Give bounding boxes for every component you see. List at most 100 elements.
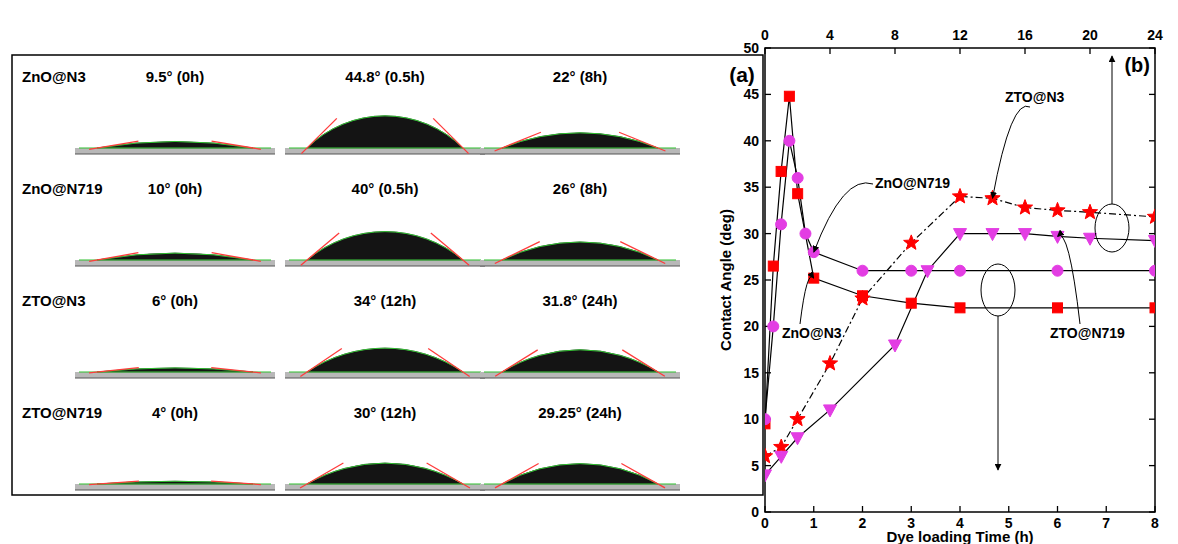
x2-tick <box>1024 48 1025 54</box>
x-tick-label: 6 <box>1054 515 1062 531</box>
x-tick <box>813 506 814 512</box>
y-tick <box>765 279 771 280</box>
series-line <box>765 96 1155 424</box>
droplet-fit <box>502 242 658 260</box>
droplet-fit <box>502 464 658 484</box>
marker <box>986 229 999 241</box>
series-label: ZnO@N3 <box>782 325 842 341</box>
droplet <box>502 464 658 484</box>
substrate-edge <box>285 490 485 491</box>
y-tick-label: 25 <box>743 272 759 288</box>
y-tick <box>765 187 771 188</box>
droplet-fit <box>307 463 463 484</box>
substrate-edge <box>75 154 275 155</box>
substrate-edge <box>75 378 275 379</box>
x2-tick <box>959 48 960 54</box>
series-label: ZTO@N719 <box>1050 325 1125 341</box>
substrate-edge <box>285 378 485 379</box>
droplet <box>307 116 463 148</box>
droplet <box>97 253 253 260</box>
substrate-edge <box>285 266 485 267</box>
y-tick-label: 0 <box>751 504 759 520</box>
droplet-fit <box>97 142 253 148</box>
marker <box>822 356 837 370</box>
tangent-line <box>89 253 138 262</box>
x2-tick-label: 12 <box>952 27 968 43</box>
marker <box>1147 209 1155 223</box>
substrate-edge <box>480 266 680 267</box>
droplet <box>502 242 658 260</box>
tangent-line <box>89 481 139 484</box>
baseline <box>289 483 481 484</box>
marker <box>1050 202 1065 216</box>
y-tick-right <box>1149 94 1155 95</box>
x2-tick-label: 4 <box>826 27 834 43</box>
y-tick-label: 35 <box>743 179 759 195</box>
angle-label: 40° (0.5h) <box>352 180 419 197</box>
x2-tick-label: 0 <box>761 27 769 43</box>
tangent-line <box>619 132 665 151</box>
tangent-line <box>495 132 541 151</box>
x2-tick <box>764 48 765 54</box>
baseline <box>79 147 271 148</box>
axis-arrow <box>1112 56 1113 204</box>
droplet <box>307 348 463 372</box>
y-tick <box>765 233 771 234</box>
angle-label: 34° (12h) <box>354 292 417 309</box>
droplet-fit <box>307 116 463 148</box>
y-tick <box>765 511 771 512</box>
marker <box>790 411 805 425</box>
substrate <box>285 484 485 490</box>
y-tick-label: 45 <box>743 86 759 102</box>
series-line <box>765 234 1155 475</box>
tangent-line <box>622 350 664 376</box>
tangent-line <box>495 242 540 264</box>
annotation-leader <box>800 277 814 324</box>
tangent-line <box>211 368 261 373</box>
substrate-edge <box>480 378 680 379</box>
tangent-line <box>428 349 469 377</box>
marker <box>857 265 868 276</box>
tangent-line <box>301 118 336 153</box>
y-tick-label: 50 <box>743 40 759 56</box>
series-label: ZnO@N719 <box>875 175 950 191</box>
angle-label: 31.8° (24h) <box>542 292 617 309</box>
tangent-line <box>212 253 261 262</box>
tangent-line <box>620 242 665 264</box>
y-tick-right <box>1149 372 1155 373</box>
droplet <box>307 232 463 260</box>
substrate-edge <box>480 490 680 491</box>
x2-tick-label: 24 <box>1147 27 1163 43</box>
marker <box>1019 229 1032 241</box>
y-tick-label: 10 <box>743 411 759 427</box>
y-tick <box>765 47 771 48</box>
y-tick-right <box>1149 187 1155 188</box>
tangent-line <box>211 481 261 484</box>
marker <box>768 321 779 332</box>
droplet-fit <box>307 232 463 260</box>
y-tick <box>765 94 771 95</box>
panel-a: (a)ZnO@N39.5° (0h)44.8° (0.5h)22° (8h)Zn… <box>12 55 763 495</box>
y-tick-label: 15 <box>743 365 759 381</box>
substrate <box>480 372 680 378</box>
x-tick <box>1057 506 1058 512</box>
y-tick-right <box>1149 419 1155 420</box>
substrate <box>285 260 485 266</box>
marker <box>906 298 916 308</box>
marker <box>889 340 902 352</box>
marker <box>955 303 965 313</box>
baseline <box>484 147 676 148</box>
annotation-leader <box>814 183 873 252</box>
substrate-edge <box>75 266 275 267</box>
marker <box>791 433 804 445</box>
y-tick <box>765 140 771 141</box>
x2-tick-label: 20 <box>1082 27 1098 43</box>
tangent-line <box>300 349 341 377</box>
marker <box>776 166 786 176</box>
y-tick-label: 5 <box>751 458 759 474</box>
y-tick-right <box>1149 47 1155 48</box>
x-tick-label: 0 <box>761 515 769 531</box>
marker <box>1150 265 1156 276</box>
droplet-fit <box>97 253 253 260</box>
marker <box>921 266 934 278</box>
